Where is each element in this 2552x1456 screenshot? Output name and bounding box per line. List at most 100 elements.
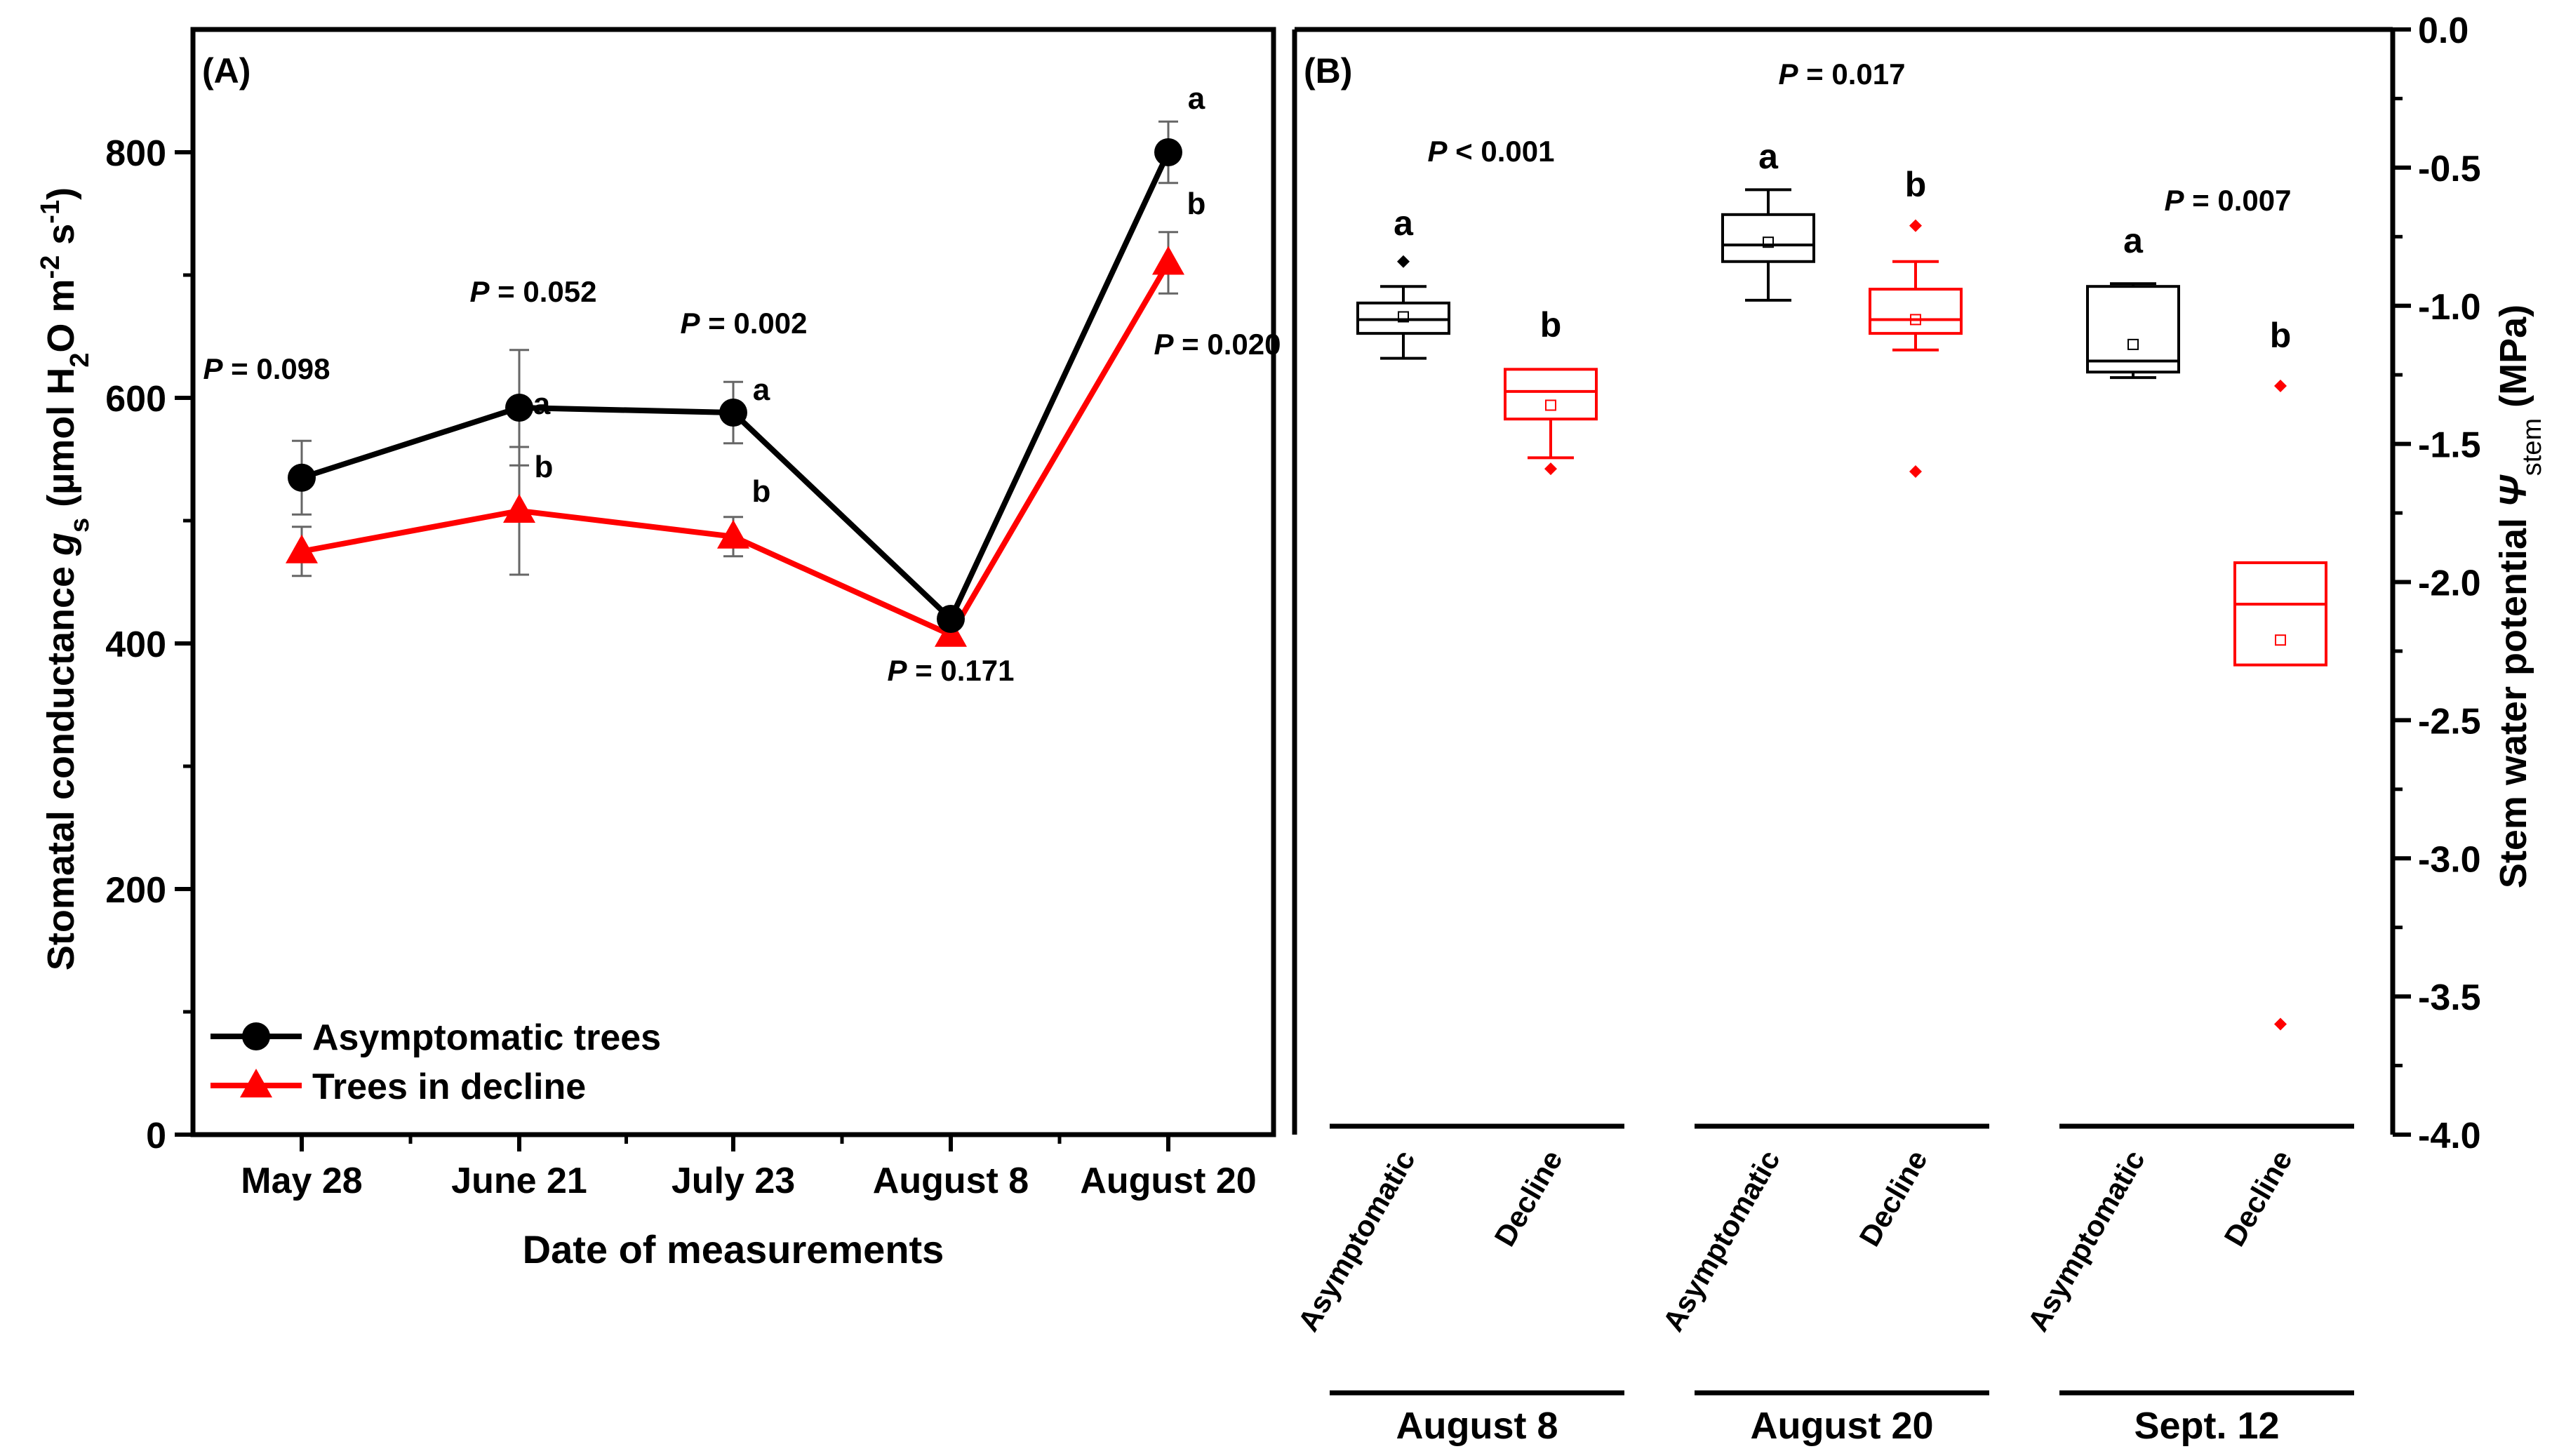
panel-b-category-label: Decline bbox=[1488, 1144, 1568, 1252]
panel-a-y-tick-label: 200 bbox=[105, 870, 166, 911]
panel-b-y-tick-label: -3.0 bbox=[2418, 839, 2481, 880]
significance-letter: b bbox=[1905, 165, 1927, 204]
panel-b-group-axis: August 8 Asymptomatic Decline August 20 Asym… bbox=[1291, 1123, 2354, 1447]
p-value-annotation: P = 0.171 bbox=[888, 654, 1015, 687]
panel-b-y-tick-label: 0.0 bbox=[2418, 11, 2469, 51]
panel-a: (A) 0 200 400 600 800 May 28 June 21 July 23 Au… bbox=[36, 27, 1281, 1271]
panel-a-y-axis: 0 200 400 600 800 bbox=[105, 133, 193, 1156]
panel-b-category-label: Decline bbox=[1852, 1144, 1933, 1252]
box-mean-marker bbox=[2275, 634, 2286, 646]
panel-b-y-tick-label: -4.0 bbox=[2418, 1116, 2481, 1156]
legend-label: Trees in decline bbox=[312, 1067, 586, 1107]
legend-marker-asymptomatic bbox=[242, 1022, 270, 1050]
box-mean-marker bbox=[1545, 399, 1556, 411]
panel-b-group-label: August 20 bbox=[1750, 1405, 1933, 1447]
box-mean-marker bbox=[1398, 311, 1409, 323]
p-value-annotation: P = 0.020 bbox=[1154, 328, 1281, 361]
panel-a-x-tick-label: August 20 bbox=[1080, 1161, 1256, 1201]
data-point-decline bbox=[1152, 246, 1184, 275]
significance-letter: b bbox=[1187, 187, 1206, 221]
box-mean-marker bbox=[1763, 236, 1774, 248]
panel-a-x-tick-label: August 8 bbox=[873, 1161, 1029, 1201]
panel-b-category-label: Asymptomatic bbox=[1291, 1144, 1421, 1337]
panel-b-y-axis: 0.0 -0.5 -1.0 -1.5 -2.0 -2.5 -3.0 -3.5 -4.0 bbox=[2393, 11, 2481, 1156]
panel-b-y-tick-label: -0.5 bbox=[2418, 149, 2481, 189]
panel-a-x-tick-label: May 28 bbox=[241, 1161, 362, 1201]
panel-a-y-tick-label: 600 bbox=[105, 379, 166, 420]
significance-letter: a bbox=[2123, 221, 2144, 260]
p-value-annotation: P < 0.001 bbox=[1428, 135, 1555, 168]
significance-letter: a bbox=[753, 373, 770, 407]
box-outlier bbox=[1544, 462, 1557, 476]
panel-b-plot-area: P < 0.001 a b P = 0.017 a b P = 0.007 a b bbox=[1356, 58, 2327, 1031]
significance-letter: b bbox=[2270, 316, 2292, 355]
panel-a-x-axis: May 28 June 21 July 23 August 8 August 20 bbox=[241, 1135, 1257, 1201]
panel-a-x-axis-title: Date of measurements bbox=[523, 1227, 944, 1271]
panel-b-group-label: Sept. 12 bbox=[2134, 1405, 2279, 1447]
data-point-decline bbox=[717, 519, 749, 549]
box-outlier bbox=[2274, 379, 2287, 392]
box-outlier bbox=[2274, 1017, 2287, 1031]
data-point-asymptomatic bbox=[1154, 138, 1182, 166]
panel-a-label: (A) bbox=[202, 51, 250, 91]
p-value-annotation-p-symbol: P bbox=[681, 307, 701, 340]
p-value-annotation-p-symbol: P bbox=[203, 352, 224, 385]
box-mean-marker bbox=[1910, 314, 1921, 326]
p-value-annotation-p-symbol: P bbox=[1154, 328, 1175, 361]
panel-a-y-tick-label: 400 bbox=[105, 625, 166, 665]
p-value-annotation-p-symbol: P bbox=[470, 275, 490, 308]
data-point-asymptomatic bbox=[288, 463, 316, 492]
data-point-decline bbox=[503, 494, 535, 523]
panel-b-y-tick-label: -1.5 bbox=[2418, 425, 2481, 466]
p-value-annotation-p-value: = 0.098 bbox=[223, 352, 330, 385]
panel-b-group-label: August 8 bbox=[1396, 1405, 1558, 1447]
significance-letter: b bbox=[752, 474, 771, 509]
panel-a-x-tick-label: June 21 bbox=[451, 1161, 587, 1201]
p-value-annotation-p-symbol: P bbox=[1428, 135, 1448, 168]
data-point-decline bbox=[286, 534, 318, 563]
p-value-annotation-p-symbol: P bbox=[2165, 184, 2185, 217]
panel-b-y-tick-label: -2.0 bbox=[2418, 563, 2481, 604]
significance-letter: a bbox=[1394, 203, 1414, 243]
p-value-annotation-p-value: < 0.001 bbox=[1448, 135, 1555, 168]
panel-a-y-tick-label: 800 bbox=[105, 133, 166, 174]
legend: Asymptomatic trees Trees in decline bbox=[211, 1017, 661, 1107]
significance-letter: a bbox=[1188, 81, 1205, 116]
box-body bbox=[1504, 368, 1598, 421]
p-value-annotation-p-value: = 0.002 bbox=[700, 307, 808, 340]
box-outlier bbox=[1909, 465, 1922, 478]
panel-b-y-tick-label: -2.5 bbox=[2418, 701, 2481, 742]
p-value-annotation: P = 0.017 bbox=[1779, 58, 1906, 91]
p-value-annotation: P = 0.007 bbox=[2165, 184, 2292, 217]
data-point-asymptomatic bbox=[719, 399, 747, 427]
panel-a-y-axis-title: Stomatal conductance gs (µmol H2O m-2 s-… bbox=[36, 187, 95, 970]
legend-label: Asymptomatic trees bbox=[312, 1017, 661, 1058]
panel-a-y-tick-label: 0 bbox=[146, 1116, 166, 1156]
p-value-annotation-p-value: = 0.020 bbox=[1174, 328, 1281, 361]
box-body bbox=[2233, 561, 2327, 667]
box-body bbox=[2086, 285, 2180, 374]
significance-letter: a bbox=[533, 387, 551, 421]
significance-letter: b bbox=[1540, 305, 1562, 345]
series-line-asymptomatic bbox=[300, 151, 1171, 624]
panel-b-label: (B) bbox=[1304, 51, 1352, 91]
significance-letter: a bbox=[1758, 137, 1779, 176]
p-value-annotation-p-value: = 0.007 bbox=[2184, 184, 2292, 217]
p-value-annotation-p-value: = 0.171 bbox=[907, 654, 1015, 687]
box-body bbox=[1721, 213, 1815, 263]
panel-b-category-label: Asymptomatic bbox=[1656, 1144, 1786, 1337]
panel-b-y-axis-title: Stem water potential Ψstem (MPa) bbox=[2492, 305, 2547, 888]
box-outlier bbox=[1397, 255, 1410, 268]
panel-b-category-label: Asymptomatic bbox=[2021, 1144, 2151, 1337]
data-point-asymptomatic bbox=[505, 394, 533, 422]
box-outlier bbox=[1909, 219, 1922, 232]
panel-b: (B) 0.0-0.5-1.0-1.5-2.0-2.5-3.0-3.5-4.0 … bbox=[1291, 11, 2547, 1447]
box-body bbox=[1869, 288, 1963, 335]
p-value-annotation-p-symbol: P bbox=[888, 654, 908, 687]
box-mean-marker bbox=[2127, 338, 2139, 350]
p-value-annotation-p-value: = 0.017 bbox=[1798, 58, 1906, 91]
p-value-annotation-p-symbol: P bbox=[1779, 58, 1799, 91]
panel-b-y-tick-label: -1.0 bbox=[2418, 287, 2481, 328]
